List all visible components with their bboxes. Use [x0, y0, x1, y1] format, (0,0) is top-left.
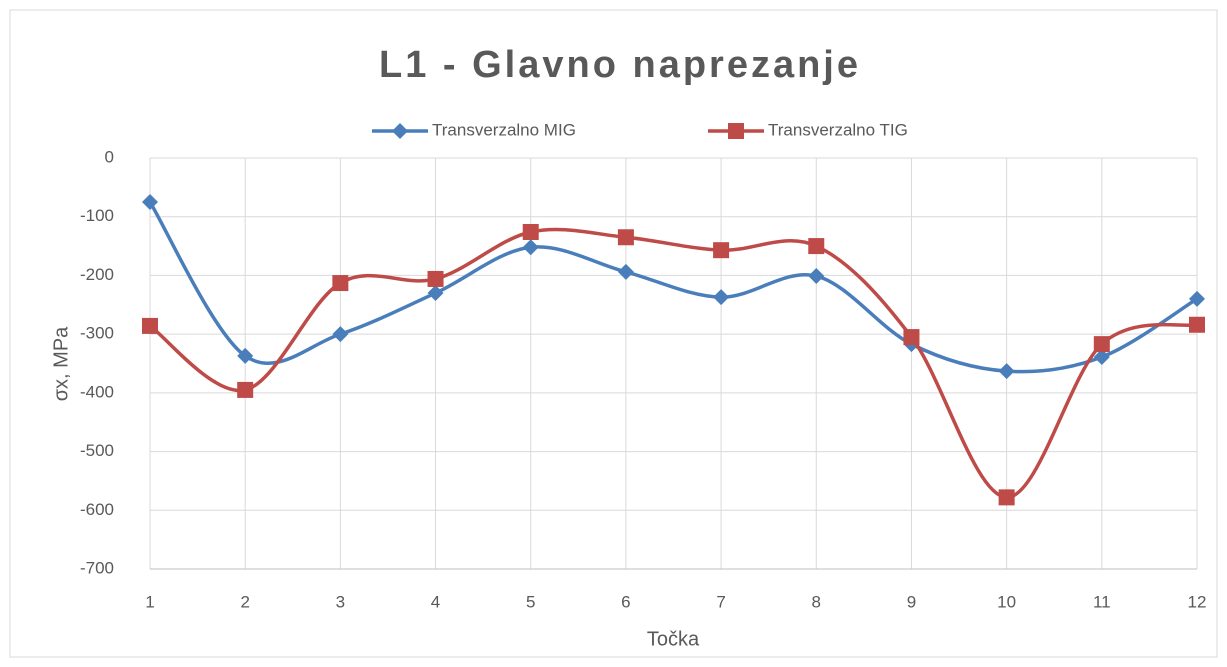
y-tick-label: -100 — [80, 206, 114, 225]
x-tick-label: 10 — [997, 592, 1016, 611]
y-tick-label: -400 — [80, 382, 114, 401]
y-tick-label: -700 — [80, 558, 114, 577]
marker — [392, 123, 408, 139]
marker — [617, 263, 634, 280]
marker — [427, 285, 444, 302]
x-tick-label: 9 — [907, 592, 916, 611]
chart-title: L1 - Glavno naprezanje — [379, 44, 861, 86]
y-tick-label: 0 — [105, 147, 114, 166]
marker — [713, 242, 730, 259]
x-axis-label: Točka — [647, 628, 700, 650]
marker — [903, 329, 920, 346]
y-tick-label: -500 — [80, 441, 114, 460]
x-tick-label: 4 — [431, 592, 440, 611]
chart-border — [9, 9, 1218, 658]
marker — [998, 489, 1015, 506]
y-axis-label: σx, MPa — [50, 326, 72, 401]
marker — [1093, 349, 1110, 366]
marker — [142, 194, 158, 211]
legend-label: Transverzalno MIG — [432, 120, 576, 139]
marker — [237, 381, 254, 398]
marker — [332, 326, 349, 343]
marker — [1093, 336, 1110, 353]
x-tick-label: 5 — [526, 592, 535, 611]
x-tick-label: 12 — [1188, 592, 1207, 611]
series-line — [148, 227, 1198, 500]
marker — [332, 275, 349, 292]
marker — [713, 289, 730, 306]
y-tick-label: -600 — [80, 500, 114, 519]
marker — [998, 363, 1015, 380]
y-tick-label: -200 — [80, 265, 114, 284]
marker — [808, 238, 825, 255]
marker — [237, 347, 254, 364]
marker — [728, 123, 744, 139]
x-tick-label: 6 — [621, 592, 630, 611]
marker — [522, 239, 539, 256]
x-tick-label: 7 — [716, 592, 725, 611]
legend-label: Transverzalno TIG — [768, 120, 908, 139]
marker — [522, 223, 539, 240]
x-tick-label: 8 — [812, 592, 821, 611]
marker — [142, 317, 158, 334]
x-tick-label: 3 — [336, 592, 345, 611]
marker — [617, 229, 634, 246]
marker — [1189, 316, 1205, 333]
marker — [427, 270, 444, 287]
y-tick-label: -300 — [80, 324, 114, 343]
x-tick-label: 1 — [145, 592, 154, 611]
x-tick-label: 11 — [1093, 592, 1111, 611]
marker — [1189, 290, 1205, 307]
marker — [808, 268, 825, 285]
x-tick-label: 2 — [240, 592, 249, 611]
